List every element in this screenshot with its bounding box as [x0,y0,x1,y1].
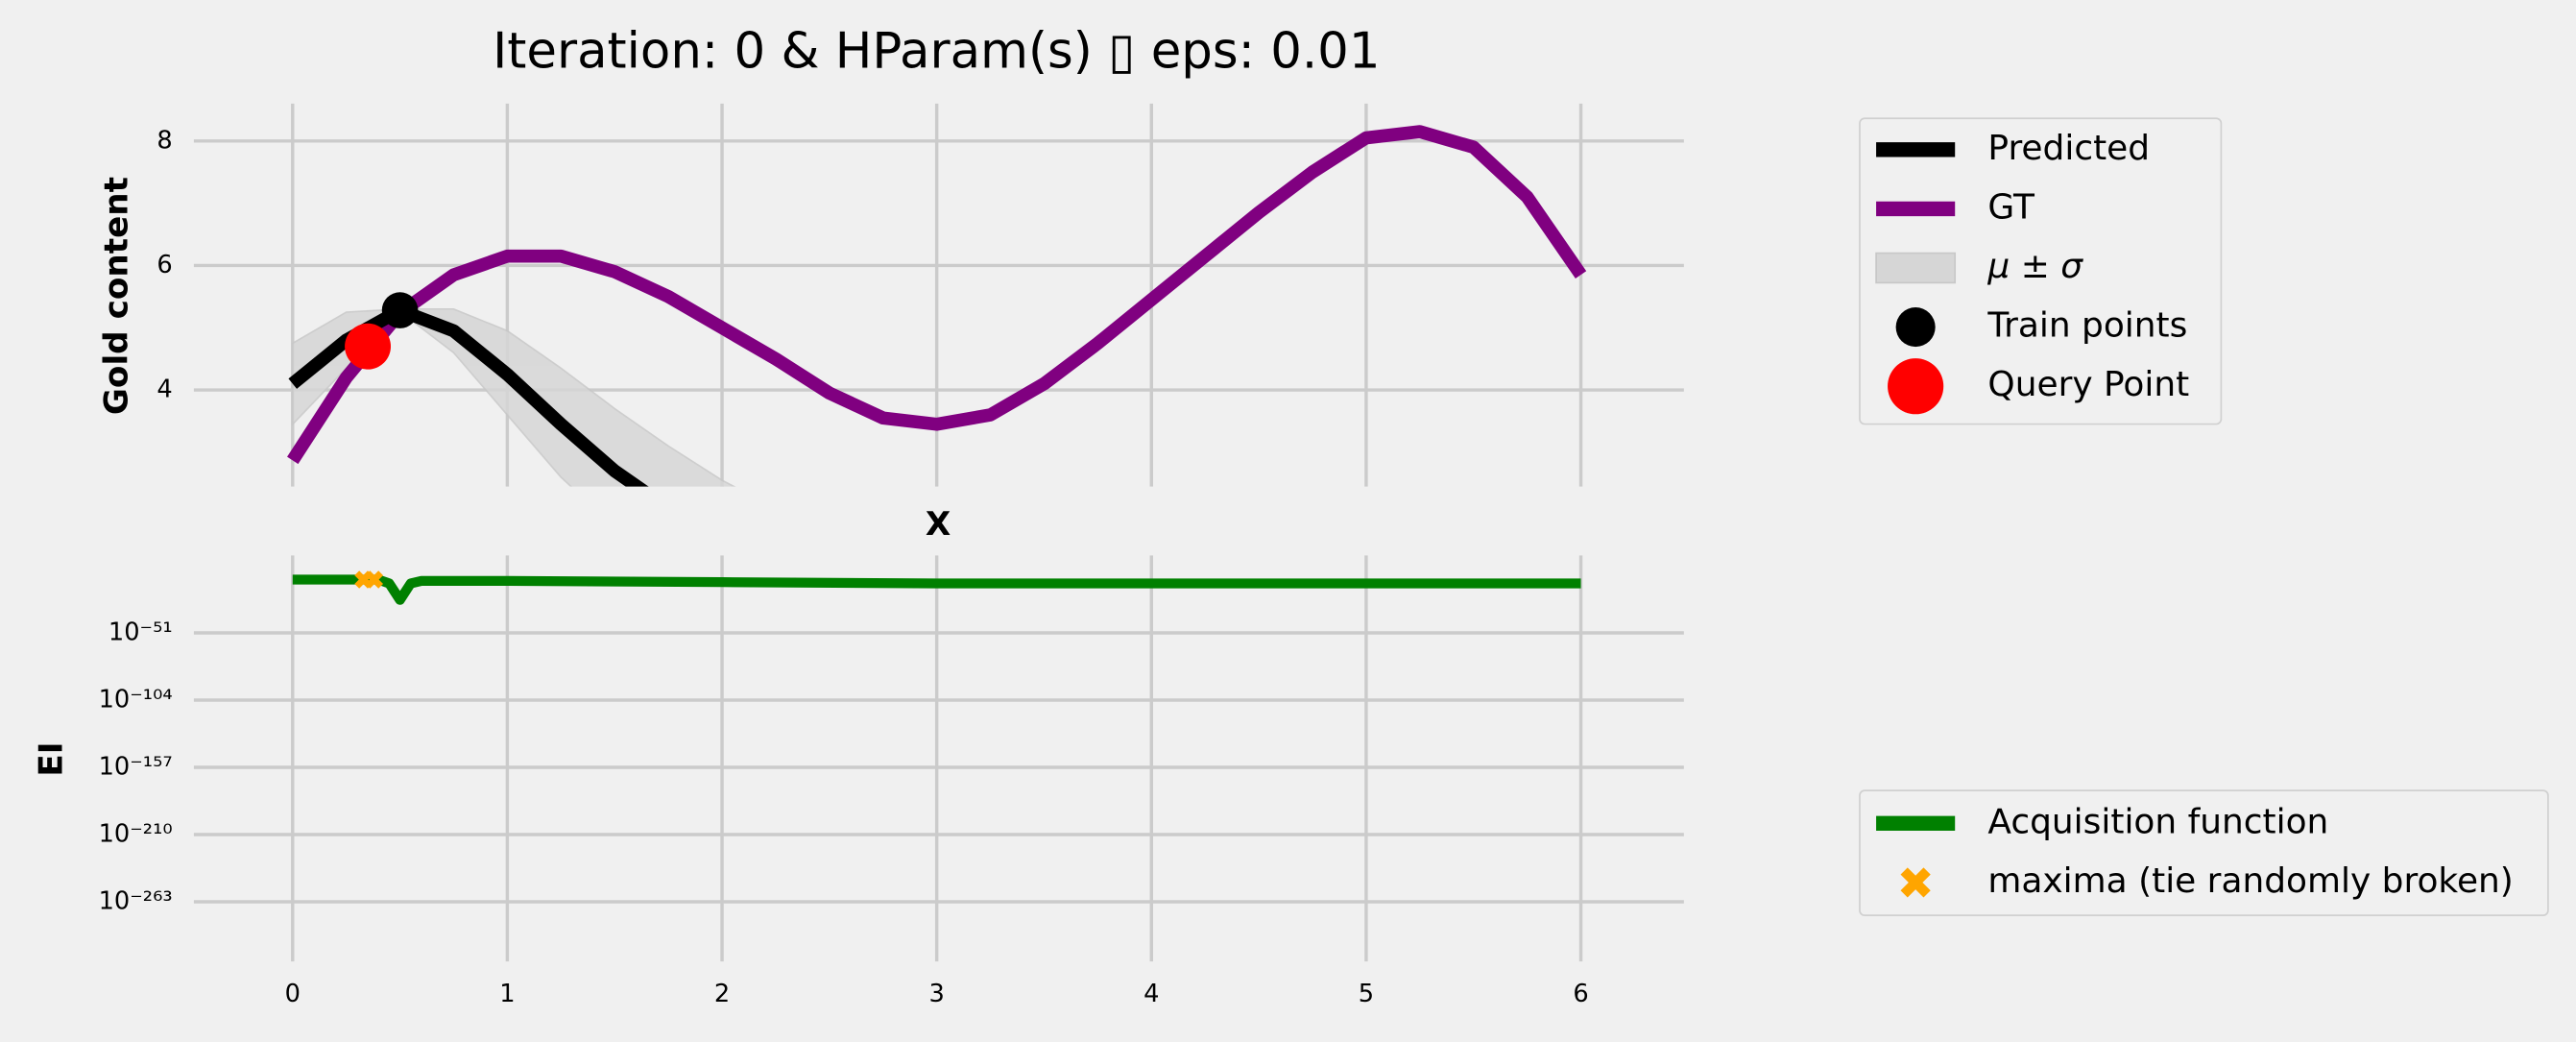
x-tick-label: 1 [499,980,515,1008]
legend-box [1859,117,2223,425]
legend-label: GT [1987,187,2035,227]
legend-label: maxima (tie randomly broken) [1987,861,2513,901]
x-tick-label: 4 [1144,980,1159,1008]
maxima-marker [365,570,384,589]
y-axis-label: Gold content [98,177,136,415]
chart-title: Iteration: 0 & HParam(s) ▯ eps: 0.01 [493,23,1380,81]
sigma-band [291,307,736,487]
legend-box [1859,789,2549,917]
legend-handle [1895,307,1936,348]
point [381,292,419,328]
legend-label: Train points [1986,306,2187,346]
y-tick-label: 10⁻²⁶³ [99,886,173,915]
y-tick-label: 10⁻²¹⁰ [99,819,173,848]
legend-label: μ ± σ [1986,247,2083,286]
legend-handle [1888,358,1944,415]
legend-label: Acquisition function [1987,802,2328,841]
y-tick-label: 10⁻¹⁵⁷ [99,752,173,781]
legend-label: Query Point [1987,365,2189,404]
point [345,323,392,370]
y-tick-label: 6 [156,251,172,279]
x-tick-label: 0 [285,980,301,1008]
x-tick-label: 2 [714,980,730,1008]
y-tick-label: 8 [156,126,172,155]
y-tick-label: 10⁻¹⁰⁴ [99,685,173,714]
x-axis-label: X [926,505,951,544]
line [287,125,1587,465]
x-tick-label: 5 [1359,980,1374,1008]
x-tick-label: 3 [928,980,944,1008]
legend-handle [1875,252,1957,284]
y-axis-label: EI [32,742,70,777]
legend-handle [1900,867,1931,898]
y-tick-label: 4 [156,376,172,404]
y-tick-label: 10⁻⁵¹ [108,618,173,646]
x-tick-label: 6 [1573,980,1588,1008]
legend-label: Predicted [1987,129,2150,168]
